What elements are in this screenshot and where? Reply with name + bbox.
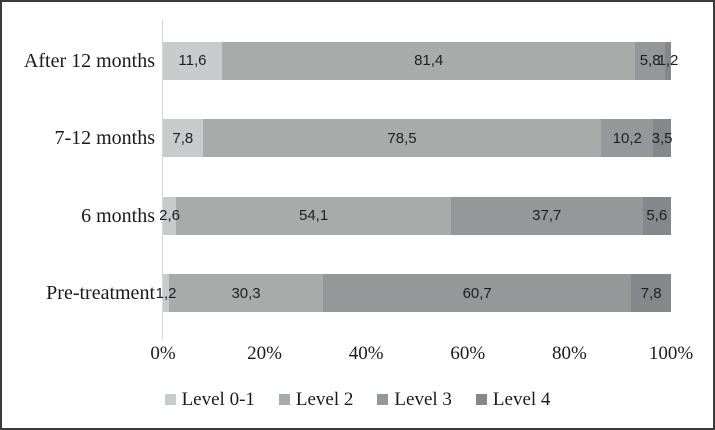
legend-item: Level 0-1 (164, 389, 255, 410)
bar-segment: 60,7 (323, 274, 632, 313)
bar-segment: 5,8 (635, 41, 665, 80)
legend-label: Level 4 (492, 389, 551, 410)
chart-row: 6 months 2,6 54,1 37,7 5,6 (2, 177, 671, 255)
data-label: 60,7 (462, 284, 492, 302)
bar-segment: 37,7 (451, 196, 643, 235)
bar-segment: 81,4 (221, 41, 636, 80)
data-label: 3,5 (651, 129, 673, 147)
legend-swatch (475, 394, 487, 405)
data-label: 7,8 (172, 129, 194, 147)
data-label: 11,6 (178, 52, 207, 70)
data-label: 37,7 (532, 207, 562, 225)
bar-segment: 7,8 (163, 119, 203, 158)
bar-segment: 2,6 (159, 196, 180, 235)
bar-segment: 78,5 (202, 119, 602, 158)
category-label: Pre-treatment (46, 282, 155, 305)
data-label: 78,5 (387, 129, 417, 147)
chart-row: 7-12 months 7,8 78,5 10,2 3,5 (2, 100, 673, 178)
data-label: 7,8 (640, 284, 662, 302)
legend: Level 0-1 Level 2 Level 3 Level 4 (2, 390, 713, 409)
chart-row: Pre-treatment 1,2 30,3 60,7 7,8 (2, 255, 671, 333)
data-label: 1,2 (657, 52, 679, 70)
stacked-bar: 11,6 81,4 5,8 1,2 (163, 41, 678, 80)
data-label: 30,3 (231, 284, 261, 302)
legend-label: Level 3 (394, 389, 452, 410)
x-axis-tick-label: 20% (247, 343, 283, 364)
x-axis-tick-label: 100% (648, 343, 694, 364)
legend-label: Level 2 (295, 389, 354, 410)
data-label: 5,6 (646, 207, 668, 225)
bar-segment: 11,6 (163, 41, 222, 80)
legend-label: Level 0-1 (181, 389, 255, 410)
category-label: After 12 months (23, 49, 155, 72)
data-label: 81,4 (414, 52, 444, 70)
legend-swatch (164, 394, 176, 405)
stacked-bar: 2,6 54,1 37,7 5,6 (159, 196, 671, 235)
data-label: 54,1 (299, 207, 329, 225)
x-axis-tick-label: 60% (450, 343, 486, 364)
category-label: 6 months (81, 204, 155, 227)
plot-area: After 12 months 11,6 81,4 5,8 1,2 7-12 months… (2, 22, 678, 333)
data-label: 10,2 (612, 129, 642, 147)
legend-swatch (377, 394, 389, 405)
bar-segment: 5,6 (642, 196, 671, 235)
data-label: 1,2 (155, 284, 177, 302)
bar-segment: 54,1 (176, 196, 452, 235)
data-label: 5,8 (639, 52, 661, 70)
stacked-bar: 7,8 78,5 10,2 3,5 (163, 119, 673, 158)
x-axis-tick-label: 0% (150, 343, 176, 364)
legend-swatch (278, 394, 290, 405)
bar-segment: 1,2 (658, 41, 678, 80)
legend-item: Level 3 (377, 390, 452, 409)
legend-item: Level 2 (278, 389, 354, 410)
x-axis-tick-labels: 0% 20% 40% 60% 80% 100% (150, 343, 693, 368)
bar-segment: 3,5 (651, 119, 673, 158)
stacked-bar: 1,2 30,3 60,7 7,8 (156, 274, 671, 313)
x-axis-tick-label: 80% (551, 343, 587, 364)
bar-segment: 10,2 (601, 119, 654, 158)
bar-segment: 1,2 (156, 274, 176, 313)
category-label: 7-12 months (54, 127, 155, 150)
data-label: 2,6 (159, 207, 181, 225)
x-axis-tick-label: 40% (348, 343, 384, 364)
bar-segment: 7,8 (631, 274, 671, 313)
legend-item: Level 4 (475, 389, 551, 410)
y-axis-line (162, 20, 163, 339)
chart-row: After 12 months 11,6 81,4 5,8 1,2 (2, 22, 678, 100)
bar-segment: 30,3 (169, 274, 324, 313)
